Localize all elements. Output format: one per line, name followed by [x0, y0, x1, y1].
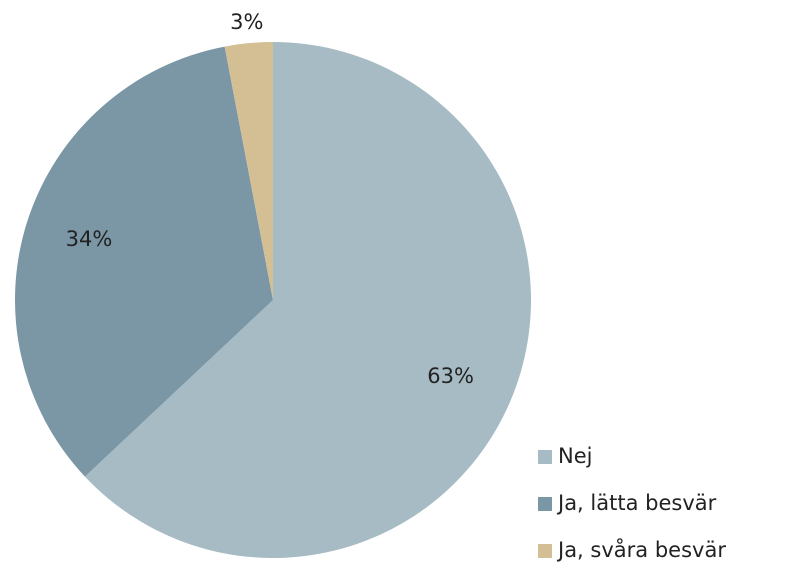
legend-label: Ja, svåra besvär: [556, 537, 726, 562]
legend-swatch: [538, 544, 552, 558]
legend-label: Nej: [558, 444, 592, 468]
legend-swatch: [538, 497, 552, 511]
data-label: 63%: [427, 364, 474, 388]
legend-label: Ja, lätta besvär: [556, 491, 717, 515]
pie-slice: [224, 42, 273, 300]
legend-swatch: [538, 450, 552, 464]
pie-slice: [84, 42, 532, 558]
data-label: 3%: [230, 10, 263, 34]
data-label: 34%: [66, 227, 113, 251]
pie-slice: [15, 46, 274, 477]
